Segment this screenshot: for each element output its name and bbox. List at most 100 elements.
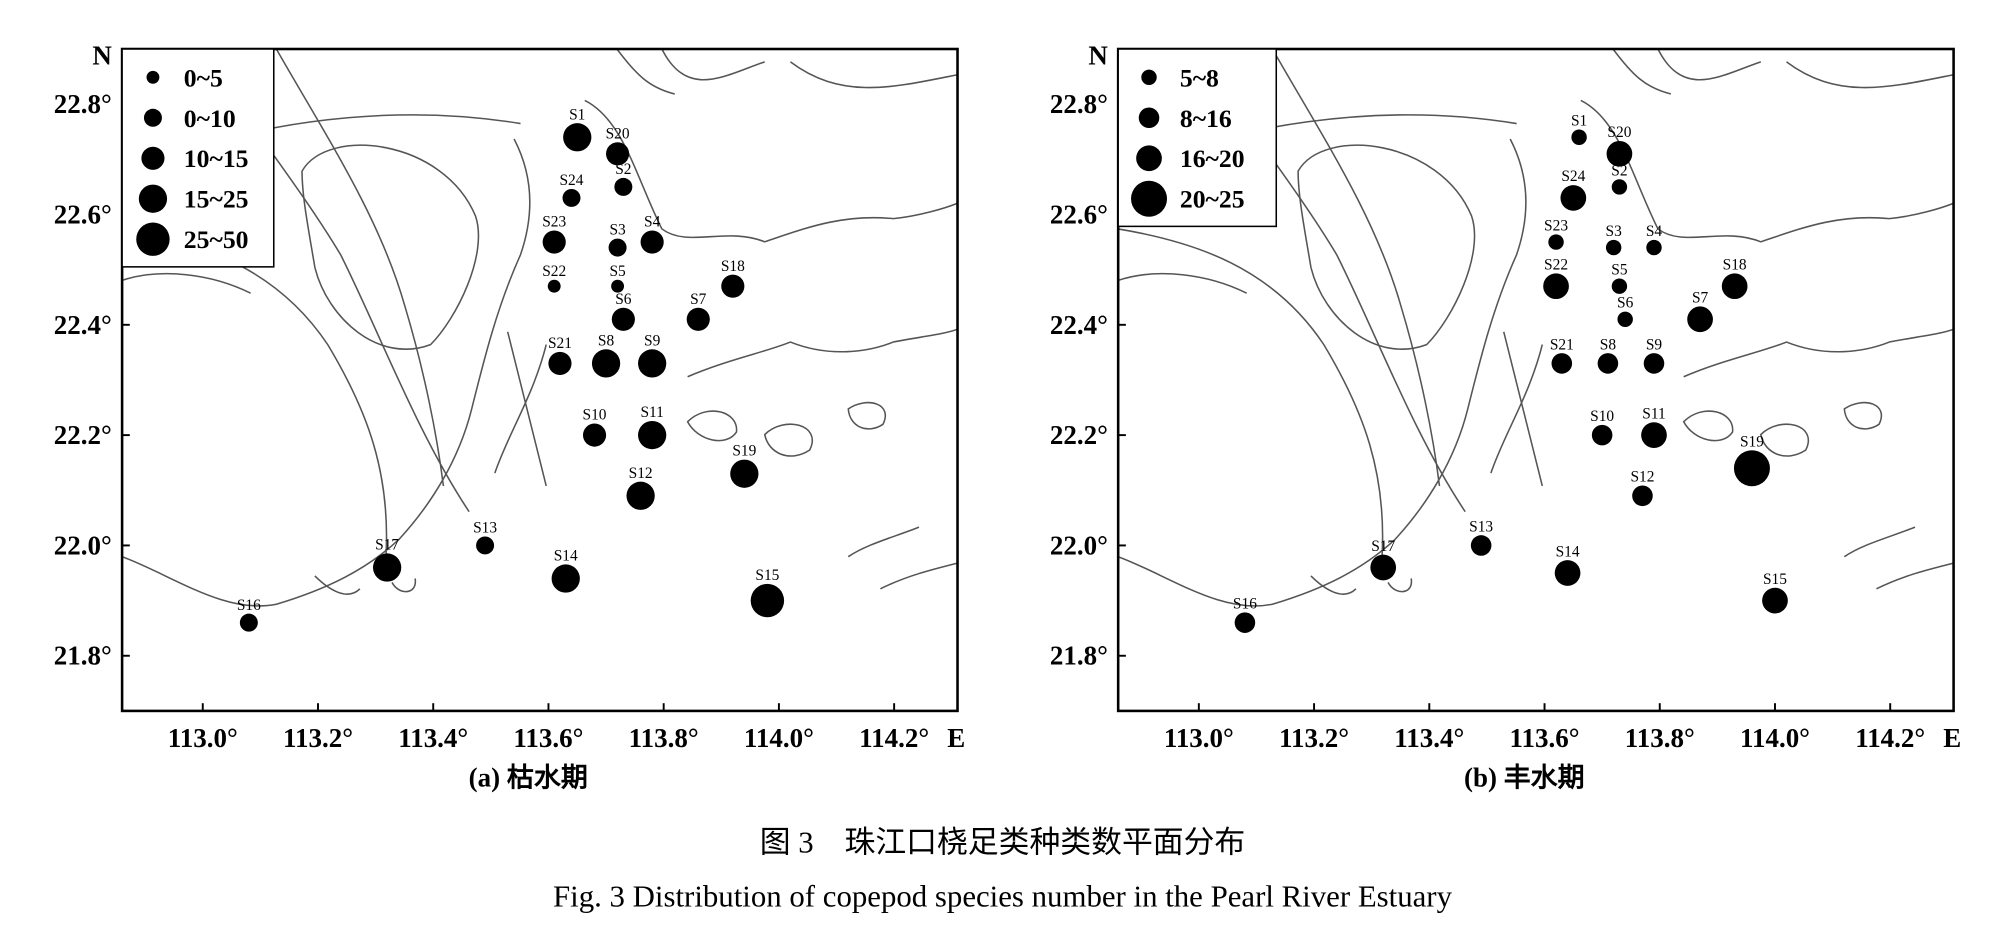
station-label: S14	[1556, 543, 1580, 560]
station	[721, 274, 745, 298]
station-label: S13	[473, 520, 497, 537]
x-tick-label: 114.2°	[859, 723, 929, 753]
station	[563, 123, 592, 152]
station	[730, 459, 759, 488]
x-tick-label: 113.6°	[1510, 723, 1580, 753]
legend-label: 20~25	[1180, 185, 1245, 214]
station	[547, 279, 561, 293]
station	[1687, 306, 1713, 333]
station-label: S9	[644, 332, 661, 349]
legend-label: 0~10	[184, 104, 236, 133]
station	[750, 583, 785, 618]
station-label: S22	[1544, 256, 1568, 273]
station-label: S21	[1550, 336, 1574, 353]
station-label: S12	[1630, 469, 1654, 486]
x-tick-label: 113.2°	[1279, 723, 1349, 753]
station	[551, 564, 580, 593]
station	[1551, 353, 1573, 374]
station-label: S15	[755, 567, 779, 584]
y-tick-label: 22.8°	[54, 89, 112, 119]
x-tick-label: 114.2°	[1855, 723, 1925, 753]
station-label: S10	[583, 407, 607, 424]
station-label: S17	[1371, 538, 1395, 555]
map-panel: 113.0° 113.2° 113.4° 113.6° 113.8° 114.0° 114.…	[54, 40, 965, 752]
station-label: S19	[1740, 433, 1764, 450]
station	[476, 536, 495, 555]
station	[542, 230, 566, 254]
station	[1733, 450, 1770, 487]
station	[611, 307, 635, 331]
station-label: S6	[1617, 295, 1634, 312]
station	[638, 420, 667, 450]
station	[1632, 485, 1653, 507]
station-label: S6	[615, 291, 632, 308]
station-label: S8	[1600, 336, 1617, 353]
station-label: S4	[644, 214, 661, 231]
station-label: S24	[1561, 168, 1585, 185]
station-label: S17	[375, 537, 399, 554]
caption-zh: 图 3 珠江口桡足类种类数平面分布	[760, 825, 1246, 859]
map-frame	[120, 47, 959, 713]
station	[372, 553, 402, 582]
legend-symbol	[1131, 180, 1168, 217]
station-label: S13	[1469, 518, 1493, 535]
legend-label: 8~16	[1180, 104, 1232, 133]
station	[686, 307, 710, 331]
station-label: S10	[1590, 408, 1614, 425]
station-label: S3	[1606, 223, 1623, 240]
map-frame	[1116, 47, 1955, 713]
legend-symbol	[143, 108, 162, 127]
y-tick-label: 22.4°	[1050, 310, 1108, 340]
station	[1554, 560, 1581, 586]
station	[608, 238, 627, 257]
station-label: S5	[1611, 262, 1628, 279]
station	[1560, 185, 1587, 211]
legend-symbol	[138, 184, 168, 213]
station-label: S18	[721, 258, 745, 275]
x-tick-label: 113.4°	[1394, 723, 1464, 753]
station-label: S23	[542, 214, 566, 231]
station-label: S5	[609, 263, 626, 280]
north-label: N	[92, 40, 112, 70]
y-tick-label: 22.0°	[1050, 530, 1108, 560]
station-label: S11	[640, 404, 663, 421]
station-label: S12	[629, 465, 653, 482]
station-label: S21	[548, 335, 572, 352]
station	[1597, 353, 1619, 374]
station-label: S3	[609, 222, 626, 239]
station-label: S15	[1763, 571, 1787, 588]
station	[611, 279, 625, 293]
y-tick-label: 22.6°	[1050, 199, 1108, 229]
legend-label: 0~5	[184, 63, 223, 92]
x-tick-label: 114.0°	[1740, 723, 1810, 753]
y-tick-label: 21.8°	[1050, 641, 1108, 671]
station	[1762, 587, 1788, 614]
y-tick-label: 22.8°	[1050, 89, 1108, 119]
station	[1571, 129, 1587, 145]
y-tick-label: 22.2°	[54, 420, 112, 450]
station	[638, 349, 667, 378]
station-label: S20	[606, 125, 630, 142]
station	[548, 351, 572, 375]
station-label: S2	[1611, 162, 1627, 179]
legend-symbol	[1138, 107, 1160, 129]
station	[1606, 140, 1633, 167]
station-label: S4	[1646, 223, 1663, 240]
station-label: S7	[690, 291, 707, 308]
y-tick-label: 22.0°	[54, 530, 112, 560]
station	[1611, 278, 1628, 294]
station	[626, 481, 655, 510]
legend-label: 10~15	[184, 144, 249, 173]
panel-caption: (b) 丰水期	[1464, 763, 1585, 793]
station-label: S8	[598, 332, 615, 349]
legend-symbol	[141, 146, 165, 170]
station-label: S9	[1646, 336, 1663, 353]
x-tick-label: 113.2°	[283, 723, 353, 753]
y-tick-label: 22.2°	[1050, 420, 1108, 450]
station-label: S11	[1642, 405, 1665, 422]
panel-caption: (a) 枯水期	[469, 763, 588, 793]
legend-label: 25~50	[184, 225, 249, 254]
station-label: S16	[1233, 596, 1257, 613]
station-label: S20	[1607, 124, 1631, 141]
